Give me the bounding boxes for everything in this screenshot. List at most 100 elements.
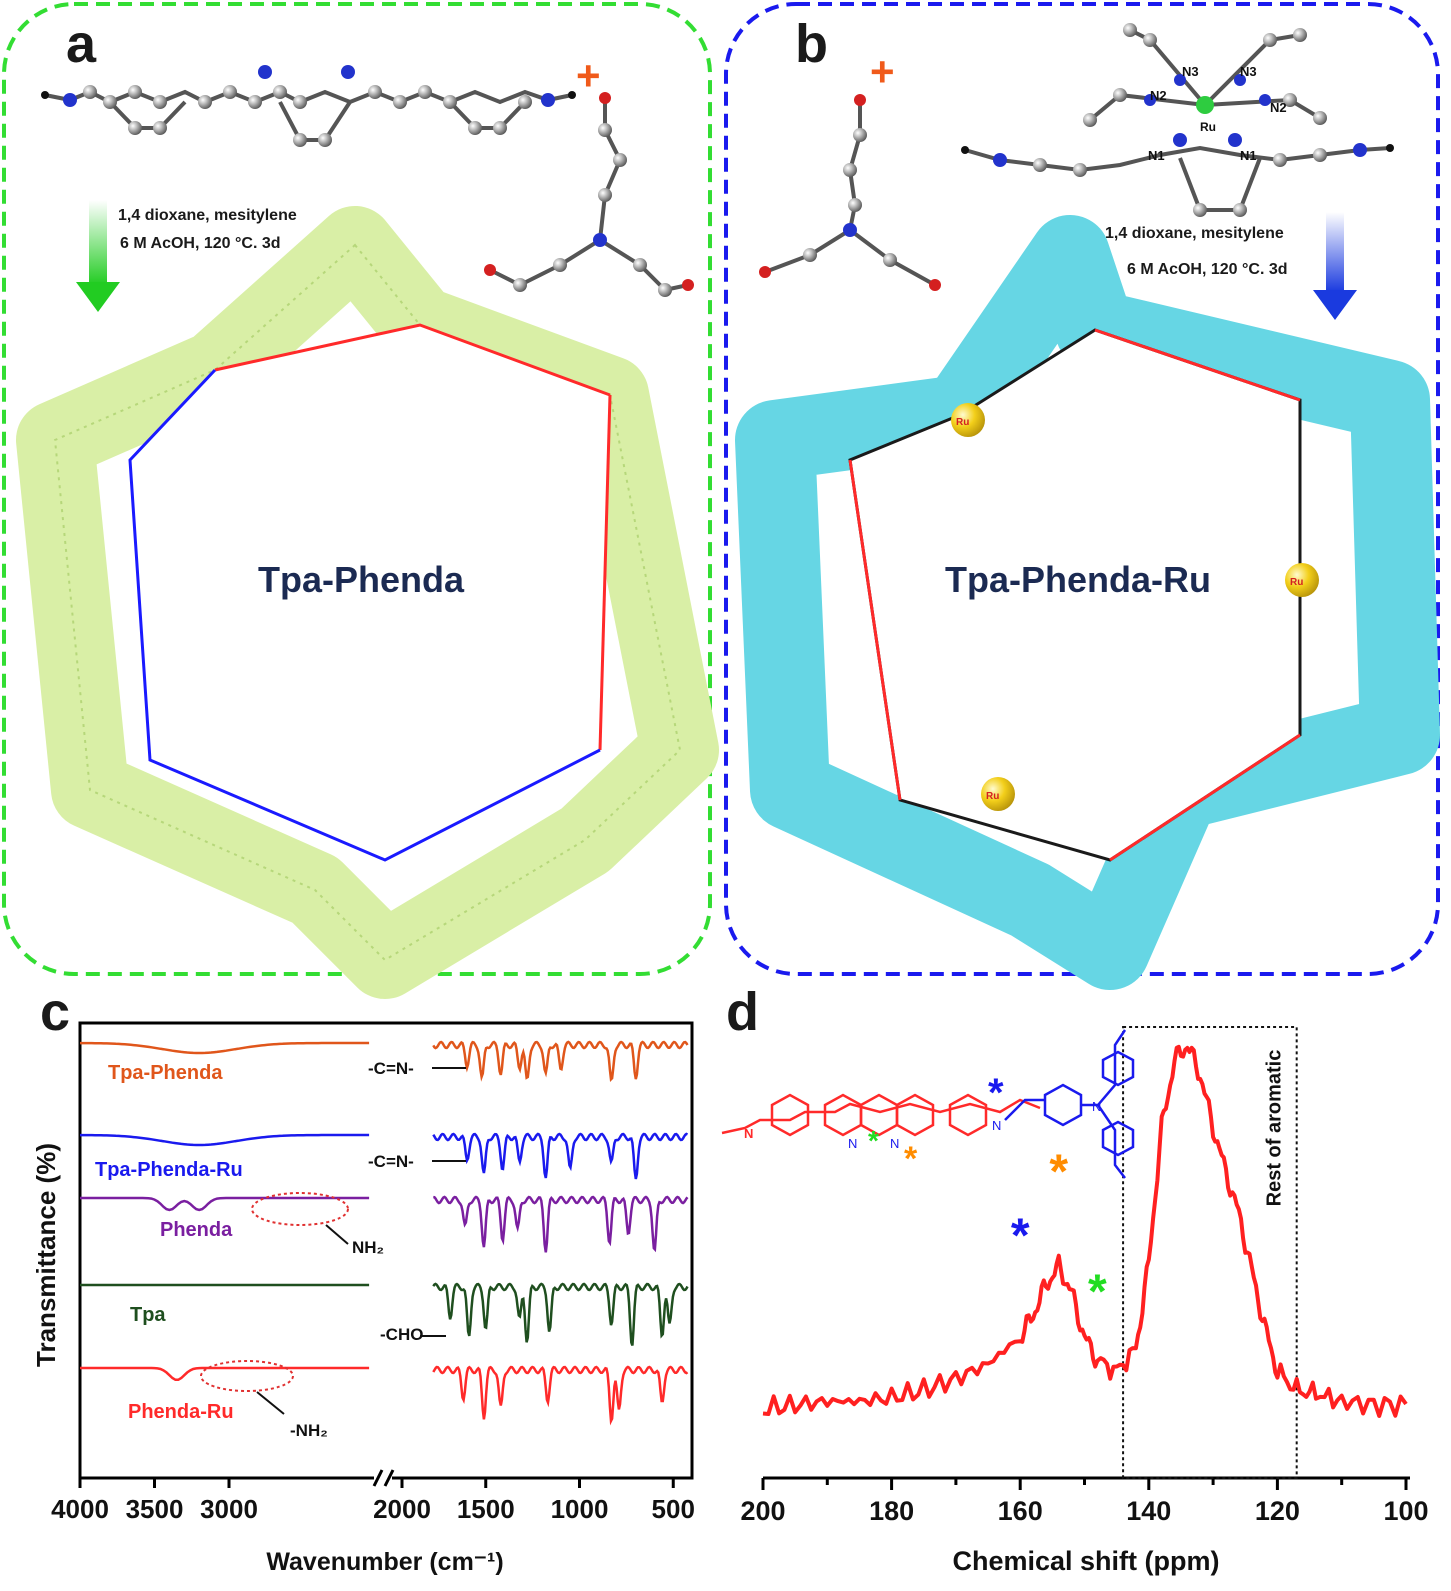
structure-n-2: N (848, 1136, 857, 1151)
series-label-phenda: Phenda (160, 1219, 233, 1241)
framework-backbone-a (53, 243, 682, 962)
panel-a: a + (2, 2, 719, 999)
nmr-spectrum (762, 1044, 1408, 1418)
ru-label-3: Ru (986, 791, 999, 802)
product-label-b: Tpa-Phenda-Ru (945, 559, 1211, 600)
structure-n-3: N (890, 1136, 899, 1151)
nh2-highlight-phenda-ru (200, 1360, 294, 1392)
ir-curve-right (432, 1040, 689, 1083)
ru-center-1 (951, 403, 985, 437)
panel-b-frame (724, 2, 1440, 976)
ir-curve-left (80, 1133, 370, 1147)
ir-tick-label: 4000 (51, 1494, 109, 1524)
atom-label-n3-right: N3 (1240, 64, 1257, 79)
ir-curve-left (80, 1366, 370, 1382)
conditions-a-1: 1,4 dioxane, mesitylene (118, 207, 297, 224)
series-label-tpa: Tpa (130, 1304, 166, 1326)
structure-fragment: N N N N N * * * (721, 1029, 1135, 1179)
conditions-a-2: 6 M AcOH, 120 °C. 3d (120, 235, 281, 252)
pore-b (850, 330, 1300, 860)
panel-b: b + (724, 2, 1440, 990)
annotation-arrow-nh2 (325, 1224, 349, 1245)
reaction-arrow-b (1326, 212, 1344, 292)
ir-curve-left (80, 1041, 370, 1055)
ru-label-1: Ru (956, 417, 969, 428)
atom-label-n3-left: N3 (1182, 64, 1199, 79)
atom-label-n2-left: N2 (1150, 88, 1167, 103)
aromatic-region-box (1122, 1026, 1298, 1479)
axis-break-mark-1 (372, 1469, 384, 1487)
tpa-monomer-model-a (484, 92, 694, 297)
annotation-cho: -CHO (380, 1325, 423, 1344)
reaction-arrow-a (89, 200, 107, 285)
nmr-tick-label: 120 (1255, 1496, 1300, 1526)
structure-n-5: N (1092, 1099, 1101, 1114)
linker-bonds-a (214, 323, 611, 397)
conditions-b-1: 1,4 dioxane, mesitylene (1105, 225, 1284, 242)
peak-marker: * (1088, 1266, 1107, 1319)
annotation-nh2-ru: -NH₂ (290, 1421, 328, 1440)
panel-d-label: d (726, 982, 759, 1042)
linker-bonds-b2 (848, 459, 902, 801)
nh2-highlight-phenda (251, 1192, 349, 1226)
ir-curve-right (432, 1282, 689, 1346)
structure-n-4: N (992, 1118, 1001, 1133)
linker-bonds-b (1094, 328, 1301, 402)
nmr-tick-label: 200 (740, 1496, 785, 1526)
plus-sign-b: + (870, 48, 895, 95)
ir-tick-label: 3500 (126, 1494, 184, 1524)
nmr-tick-label: 180 (869, 1496, 914, 1526)
axis-break-mark-2 (383, 1469, 395, 1487)
annotation-cn-2: -C=N- (368, 1152, 414, 1171)
pore-a (130, 325, 610, 860)
ru-center-2 (1285, 563, 1319, 597)
x-axis-title-c: Wavenumber (cm⁻¹) (266, 1548, 503, 1576)
region-label: Rest of aromatic (1264, 1050, 1286, 1207)
ir-tick-label: 2000 (373, 1494, 431, 1524)
atom-label-n1-left: N1 (1148, 148, 1165, 163)
structure-star-green: * (868, 1125, 879, 1156)
product-label-a: Tpa-Phenda (258, 559, 465, 600)
conditions-b-2: 6 M AcOH, 120 °C. 3d (1127, 261, 1288, 278)
panel-c-label: c (40, 982, 70, 1042)
structure-star-blue: * (988, 1071, 1004, 1115)
structure-n-1: N (744, 1126, 753, 1141)
node-bonds-a (128, 368, 601, 862)
ir-curve-right (432, 1132, 689, 1180)
ir-tick-label: 1000 (551, 1494, 609, 1524)
nmr-tick-label: 140 (1126, 1496, 1171, 1526)
annotation-nh2: NH₂ (352, 1238, 384, 1257)
ru-complex-model: N3 N3 N2 N2 Ru N1 N1 (961, 23, 1394, 217)
annotation-cn-1: -C=N- (368, 1059, 414, 1078)
x-axis-title-d: Chemical shift (ppm) (952, 1546, 1219, 1576)
panel-a-label: a (66, 14, 97, 74)
arrowhead-a (76, 282, 120, 312)
ru-center-3 (981, 777, 1015, 811)
nmr-tick-label: 100 (1383, 1496, 1428, 1526)
linker-bonds-b3 (1109, 733, 1301, 862)
ir-x-ticks: 4000 3500 3000 2000 1500 1000 500 (51, 1478, 695, 1524)
panel-b-label: b (795, 14, 828, 74)
ir-curve-right (433, 1195, 689, 1253)
ir-curve-right (432, 1365, 689, 1426)
series-label-tpa-phenda-ru: Tpa-Phenda-Ru (95, 1159, 243, 1181)
phenda-monomer-model (41, 65, 576, 147)
plus-sign: + (576, 52, 601, 99)
ru-label-2: Ru (1290, 577, 1303, 588)
ir-tick-label: 1500 (457, 1494, 515, 1524)
series-label-tpa-phenda: Tpa-Phenda (108, 1062, 223, 1084)
arrowhead-b (1313, 290, 1357, 320)
peak-marker: * (1011, 1209, 1030, 1262)
atom-label-n1-right: N1 (1240, 148, 1257, 163)
peak-marker: * (1049, 1146, 1068, 1199)
linker-bonds-a2 (598, 394, 612, 751)
panel-c: c 4000 3500 3000 2000 1500 1000 500 Tpa-Phenda… (31, 982, 695, 1576)
ir-tick-label: 500 (652, 1494, 695, 1524)
tpa-monomer-model-b (759, 94, 941, 291)
y-axis-title-c: Transmittance (%) (31, 1143, 61, 1367)
ir-spectra (80, 1040, 689, 1426)
atom-label-ru: Ru (1200, 120, 1216, 134)
ir-tick-label: 3000 (200, 1494, 258, 1524)
nmr-tick-label: 160 (998, 1496, 1043, 1526)
panel-d: d 200 180 160 140 120 100 Rest of aromatic * *… (721, 982, 1429, 1576)
